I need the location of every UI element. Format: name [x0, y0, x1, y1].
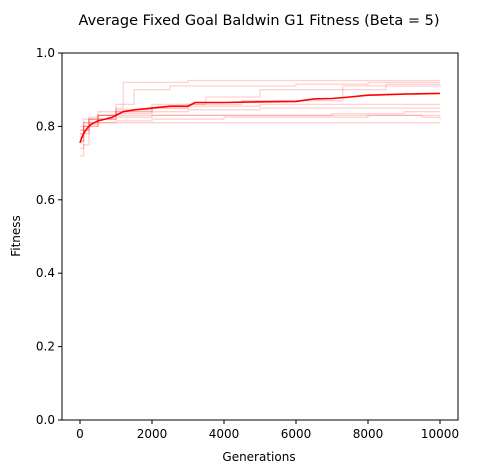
- x-tick-label: 6000: [281, 427, 312, 441]
- x-tick-label: 8000: [353, 427, 384, 441]
- y-tick-label: 0.2: [36, 340, 55, 354]
- x-tick-label: 4000: [209, 427, 240, 441]
- chart-title: Average Fixed Goal Baldwin G1 Fitness (B…: [79, 13, 440, 29]
- y-tick-label: 0.6: [36, 193, 55, 207]
- x-axis-label: Generations: [222, 450, 295, 464]
- y-tick-label: 1.0: [36, 46, 55, 60]
- x-tick-label: 0: [76, 427, 84, 441]
- x-tick-label: 2000: [137, 427, 168, 441]
- x-tick-label: 10000: [421, 427, 459, 441]
- y-tick-label: 0.0: [36, 413, 55, 427]
- y-axis-label: Fitness: [9, 215, 23, 257]
- y-tick-label: 0.4: [36, 266, 55, 280]
- y-tick-label: 0.8: [36, 119, 55, 133]
